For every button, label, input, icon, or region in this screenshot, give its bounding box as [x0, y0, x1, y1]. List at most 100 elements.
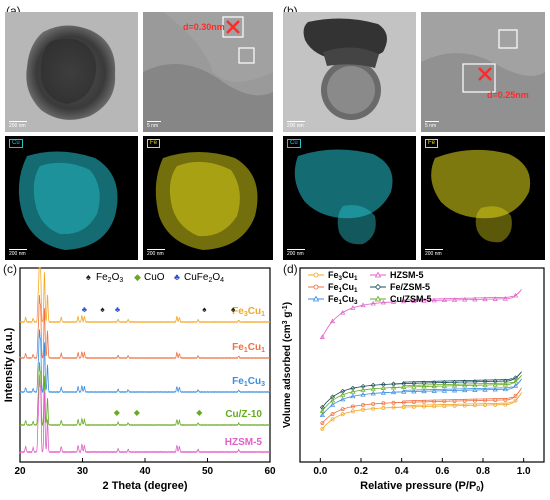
- eds-map-fe-a: Fe 200 nm: [143, 136, 273, 260]
- xrd-phase-marker: ◆: [196, 408, 203, 417]
- bet-marker: [330, 417, 335, 422]
- bet-marker: [370, 300, 376, 306]
- bet-marker: [319, 412, 325, 417]
- bet-legend-marker: [313, 272, 319, 278]
- bet-x-tick-label: 0.2: [354, 466, 368, 477]
- bet-marker: [421, 383, 427, 389]
- bet-marker: [390, 299, 397, 304]
- bet-marker: [452, 403, 457, 408]
- bet-marker: [422, 399, 426, 404]
- hrtem-image-a: d=0.30nm 5 nm: [143, 12, 273, 132]
- bet-legend-marker: [374, 283, 382, 291]
- bet-marker: [451, 297, 458, 302]
- bet-marker: [472, 382, 478, 388]
- tem-particle-b: [303, 18, 387, 120]
- bet-x-tick-label: 0.8: [476, 466, 490, 477]
- xrd-x-tick-label: 60: [264, 466, 276, 477]
- bet-marker: [361, 403, 365, 407]
- scale-label-cu-a: 200 nm: [9, 251, 26, 257]
- bet-x-axis-label: Relative pressure (P/P0): [360, 480, 484, 493]
- bet-marker: [462, 297, 468, 302]
- xrd-series-line: [19, 294, 271, 360]
- bet-marker: [361, 407, 365, 412]
- eds-fe-texture-a: [155, 152, 258, 250]
- xrd-phase-marker: ◆: [114, 408, 121, 417]
- xrd-x-tick-label: 30: [77, 466, 89, 477]
- bet-marker: [401, 384, 407, 389]
- bet-marker: [503, 397, 508, 402]
- xrd-legend-symbol: ◆: [134, 272, 141, 282]
- hrtem-texture-b: [421, 12, 545, 132]
- bet-marker: [492, 296, 498, 301]
- bet-x-tick-label: 1.0: [517, 466, 531, 477]
- bet-plot-frame: [299, 267, 545, 463]
- xrd-phase-marker: ♠: [231, 305, 236, 314]
- bet-legend-marker: [374, 295, 382, 302]
- eds-map-cu-a: Cu 200 nm: [5, 136, 138, 260]
- bet-marker: [319, 334, 325, 339]
- bet-marker: [411, 384, 417, 389]
- bet-marker: [482, 296, 488, 302]
- bet-marker: [371, 406, 376, 411]
- tem-image-b: 200 nm: [283, 12, 416, 132]
- bet-marker: [329, 402, 336, 407]
- bet-legend-marker: [313, 284, 319, 290]
- bet-marker: [441, 383, 447, 388]
- bet-marker: [482, 382, 488, 387]
- bet-marker: [350, 409, 355, 414]
- bet-marker: [442, 399, 447, 404]
- scale-label-tem-a: 200 nm: [9, 123, 26, 129]
- xrd-phase-marker: ♠: [202, 305, 207, 314]
- tem-particle-a: [26, 25, 116, 120]
- bet-marker: [452, 399, 457, 404]
- scale-label-fe-a: 200 nm: [147, 251, 164, 257]
- bet-marker: [340, 412, 345, 417]
- bet-marker: [330, 412, 335, 417]
- bet-marker: [432, 404, 437, 409]
- xrd-x-tick-label: 20: [14, 466, 26, 477]
- panel-letter-d: (d): [283, 262, 298, 276]
- xrd-phase-marker: ♠: [100, 305, 105, 314]
- bet-marker: [380, 385, 386, 390]
- element-tag-fe-a: Fe: [147, 139, 161, 148]
- scale-label-cu-b: 200 nm: [287, 251, 304, 257]
- bet-legend-label: Cu/ZSM-5: [390, 294, 432, 304]
- scale-line-hrtem-a: [147, 121, 161, 122]
- bet-desorption-line: [393, 289, 522, 303]
- bet-legend-label: Fe1Cu1: [328, 282, 358, 294]
- bet-desorption-line: [393, 374, 522, 388]
- bet-marker: [502, 381, 508, 387]
- xrd-series-label: Fe3Cu1: [232, 306, 265, 318]
- scale-label-hrtem-a: 5 nm: [147, 123, 159, 129]
- bet-marker: [390, 389, 397, 395]
- bet-marker: [502, 296, 508, 301]
- bet-marker: [442, 404, 447, 408]
- bet-y-axis-label: Volume adsorbed (cm3 g-1): [282, 302, 293, 428]
- bet-marker: [441, 297, 447, 303]
- scale-line-hrtem-b: [425, 121, 439, 122]
- scale-label-fe-b: 200 nm: [425, 251, 442, 257]
- bet-marker: [411, 388, 417, 394]
- bet-marker: [381, 401, 386, 406]
- bet-marker: [401, 389, 407, 394]
- bet-marker: [422, 404, 426, 409]
- bet-legend-marker: [312, 295, 320, 302]
- tem-image-a: 200 nm: [5, 12, 138, 132]
- xrd-series-line: [19, 329, 271, 394]
- bet-marker: [492, 382, 498, 387]
- bet-marker: [472, 403, 477, 408]
- bet-marker: [340, 396, 346, 402]
- bet-marker: [320, 421, 325, 425]
- bet-marker: [370, 386, 376, 391]
- bet-marker: [493, 398, 498, 403]
- bet-marker: [431, 297, 437, 303]
- bet-marker: [482, 387, 488, 392]
- xrd-series-label: Fe1Cu3: [232, 376, 265, 388]
- bet-marker: [391, 400, 396, 405]
- bet-marker: [411, 298, 417, 303]
- xrd-phase-marker: ♣: [115, 305, 121, 314]
- eds-map-fe-b: Fe 200 nm: [421, 136, 545, 260]
- bet-desorption-line: [393, 371, 522, 385]
- bet-marker: [411, 404, 416, 409]
- bet-marker: [513, 393, 518, 398]
